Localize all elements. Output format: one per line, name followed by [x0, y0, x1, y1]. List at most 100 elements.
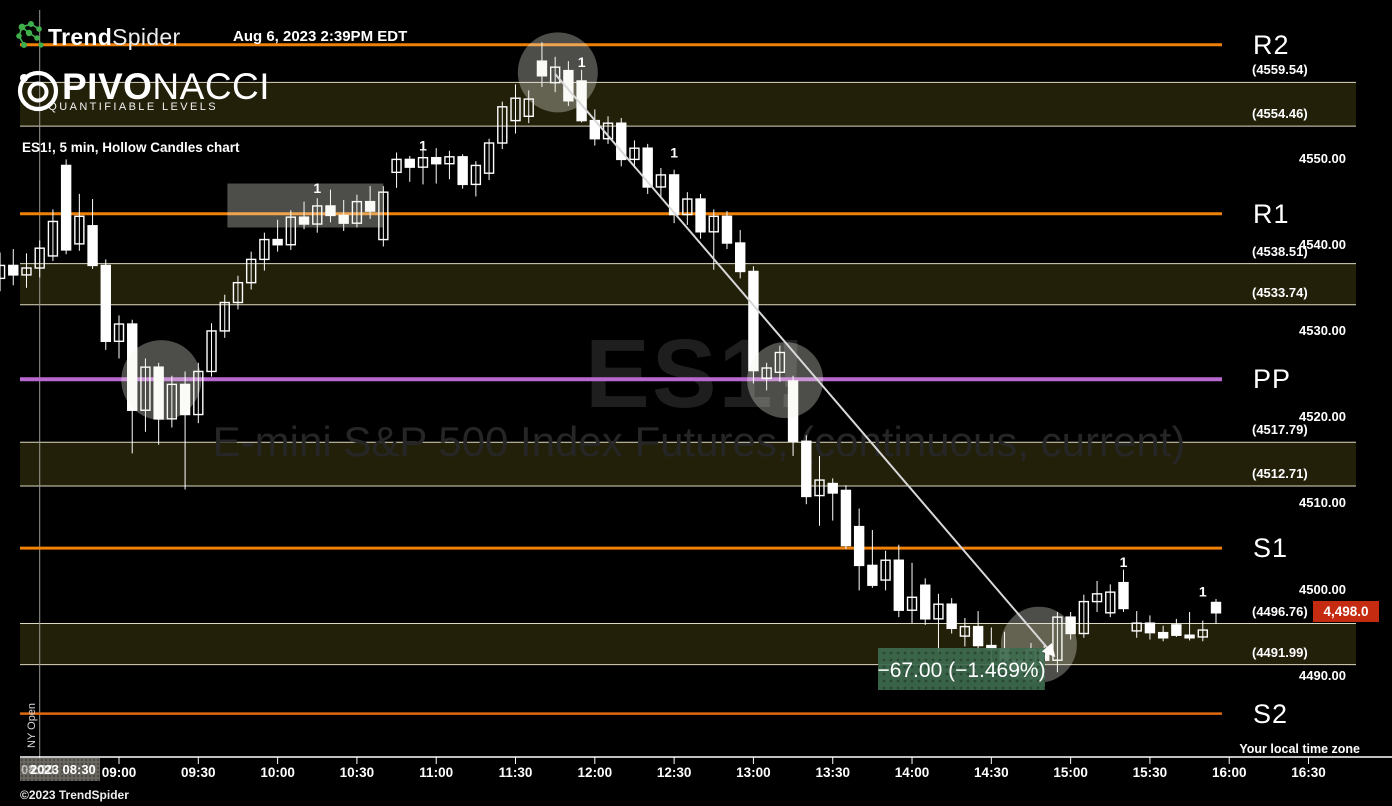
y-axis-label[interactable]: 4520.00 — [1299, 409, 1346, 425]
candle-down-filled — [748, 270, 759, 372]
crosshair-date-text: 2023 08:30 — [30, 762, 96, 777]
pivot-zone-price-upper-R1: (4538.51) — [1252, 243, 1308, 259]
trendline[interactable] — [554, 73, 1048, 648]
candle-down-filled — [153, 366, 164, 420]
candle-up-hollow — [351, 200, 363, 224]
candle-up-hollow — [1197, 629, 1208, 638]
brand-bold: Trend — [48, 24, 113, 50]
candle-down-filled — [179, 383, 191, 416]
y-axis-label[interactable]: 4550.00 — [1299, 150, 1346, 166]
candle-down-filled — [8, 264, 19, 276]
chart-datetime: Aug 6, 2023 2:39PM EDT — [233, 28, 408, 45]
highlight-circle-2 — [517, 32, 598, 113]
candle-up-hollow — [880, 559, 891, 581]
candle-down-filled — [787, 380, 799, 442]
pivot-zone-price-lower-PP: (4512.71) — [1252, 466, 1308, 481]
symbol-watermark: ES1! — [585, 319, 809, 428]
x-tick-label[interactable]: 10:00 — [260, 765, 295, 780]
candle-up-hollow — [655, 174, 667, 188]
pivot-label-R1: R1 — [1253, 198, 1290, 229]
candle-down-filled — [298, 216, 310, 225]
x-tick-label[interactable]: 11:30 — [499, 765, 533, 780]
candle-down-filled — [127, 323, 138, 411]
x-tick-label[interactable]: 15:00 — [1053, 765, 1088, 780]
x-tick-label[interactable]: 14:30 — [974, 765, 1009, 780]
highlight-box — [227, 183, 384, 228]
x-tick-label[interactable]: 16:30 — [1291, 765, 1326, 780]
candle-up-hollow — [259, 238, 270, 261]
candle-down-filled — [721, 215, 733, 244]
candle-up-hollow — [1091, 593, 1103, 603]
candle-up-hollow — [906, 596, 918, 611]
candle-down-filled — [853, 525, 865, 567]
candle-down-filled — [1157, 631, 1169, 639]
candle-up-hollow — [510, 97, 521, 122]
candle-down-filled — [1118, 581, 1129, 610]
candle-up-hollow — [814, 479, 825, 497]
trendline-arrowhead — [1041, 643, 1056, 658]
y-axis-label[interactable]: 4510.00 — [1299, 495, 1346, 511]
candle-up-hollow — [1105, 591, 1116, 614]
candle-down-filled — [100, 264, 111, 342]
y-axis-label[interactable]: 4490.00 — [1299, 667, 1346, 683]
pivot-zone-price-upper-S1: (4496.76) — [1252, 603, 1308, 619]
candle-down-filled — [893, 559, 905, 611]
candle-down-filled — [867, 564, 878, 586]
x-tick-label[interactable]: 09:00 — [102, 765, 137, 780]
pivot-zone-price-lower-S1: (4491.99) — [1252, 644, 1308, 660]
candle-down-filled — [87, 225, 98, 267]
candle-down-filled — [668, 174, 680, 216]
candle-down-filled — [536, 60, 548, 77]
x-tick-label[interactable]: 16:00 — [1212, 765, 1247, 780]
pivonacci-tagline: QUANTIFIABLE LEVELS — [48, 101, 218, 113]
candle-up-hollow — [34, 247, 45, 269]
candle-down-filled — [642, 147, 653, 188]
candle-down-filled — [272, 238, 283, 246]
pattern-marker: 1 — [1199, 583, 1207, 599]
x-tick-label[interactable]: 13:00 — [736, 765, 771, 780]
candle-down-filled — [616, 122, 627, 161]
x-tick-label[interactable]: 12:00 — [578, 765, 613, 780]
candle-up-hollow — [206, 330, 217, 373]
candle-down-filled — [431, 156, 442, 165]
candle-up-hollow — [378, 191, 389, 241]
candle-up-hollow — [21, 267, 32, 276]
candle-down-filled — [338, 214, 349, 224]
candle-up-hollow — [166, 383, 178, 420]
pivonacci-logo-icon — [17, 70, 59, 112]
pattern-marker: 1 — [578, 54, 586, 70]
trendspider-logo-icon — [16, 20, 44, 48]
candle-down-filled — [972, 625, 984, 647]
candle-up-hollow — [232, 281, 244, 304]
x-tick-label[interactable]: 10:30 — [340, 765, 375, 780]
x-tick-label[interactable]: 14:00 — [895, 765, 930, 780]
candle-up-hollow — [444, 156, 455, 165]
candle-up-hollow — [629, 147, 640, 161]
x-tick-label[interactable]: 11:00 — [419, 765, 453, 780]
y-axis-label[interactable]: 4500.00 — [1299, 581, 1346, 597]
pivot-label-PP: PP — [1253, 364, 1292, 395]
candle-up-hollow — [140, 366, 151, 411]
candle-down-filled — [920, 584, 931, 620]
pivot-zone-price-upper-R2: (4559.54) — [1252, 62, 1308, 78]
candle-down-filled — [1171, 624, 1182, 636]
candle-down-filled — [840, 489, 852, 547]
x-tick-label[interactable]: 13:30 — [815, 765, 850, 780]
candle-down-filled — [364, 200, 376, 212]
symbol-interval-label: ES1!, 5 min, Hollow Candles chart — [22, 140, 240, 155]
y-axis-label[interactable]: 4530.00 — [1299, 322, 1346, 338]
x-tick-label[interactable]: 09:30 — [181, 765, 216, 780]
pivonacci-bold: PIVO — [62, 66, 153, 107]
pivot-zone-price-lower-R2: (4554.46) — [1252, 106, 1308, 122]
pattern-marker: 1 — [670, 145, 678, 161]
candle-down-filled — [60, 164, 72, 251]
x-tick-label[interactable]: 15:30 — [1133, 765, 1168, 780]
candle-up-hollow — [708, 215, 719, 233]
crosshair-date-label: 08:30 2023 08:30 — [20, 758, 100, 781]
y-axis-label[interactable]: 4540.00 — [1299, 236, 1346, 252]
x-tick-label[interactable]: 12:30 — [657, 765, 692, 780]
candles[interactable] — [0, 42, 1222, 684]
pivot-label-S1: S1 — [1253, 533, 1289, 564]
